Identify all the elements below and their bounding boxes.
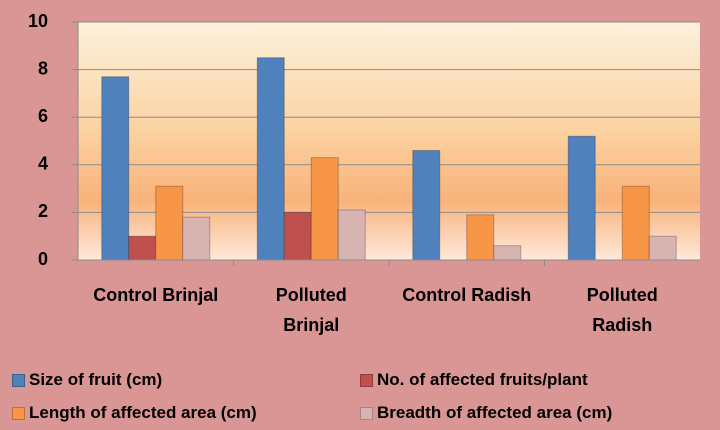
bar (155, 185, 184, 261)
bar (412, 150, 441, 261)
bar (493, 245, 522, 261)
legend-item: Breadth of affected area (cm) (360, 403, 612, 423)
bar (310, 157, 339, 261)
legend-swatch (360, 373, 373, 387)
y-tick-label: 2 (38, 201, 48, 221)
y-tick-label: 6 (38, 106, 48, 126)
legend-label: No. of affected fruits/plant (377, 370, 588, 389)
bar (567, 135, 596, 261)
x-tick-label: Polluted Brinjal (275, 285, 347, 335)
bar (466, 214, 495, 261)
bar (101, 76, 130, 261)
legend-item: Length of affected area (cm) (12, 403, 257, 423)
legend-item: No. of affected fruits/plant (360, 370, 588, 390)
y-tick-label: 8 (38, 58, 48, 78)
bar (256, 57, 285, 261)
legend-swatch (360, 406, 373, 420)
legend-swatch (12, 373, 25, 387)
bar (182, 216, 211, 261)
legend-label: Length of affected area (cm) (29, 403, 257, 422)
bar (128, 235, 157, 261)
legend-label: Breadth of affected area (cm) (377, 403, 613, 422)
x-tick-label: Control Radish (402, 285, 532, 305)
y-tick-label: 4 (38, 154, 48, 174)
bar (283, 211, 312, 261)
bar (621, 185, 650, 261)
bar (648, 235, 677, 261)
y-tick-label: 10 (28, 11, 48, 31)
legend-item: Size of fruit (cm) (12, 370, 162, 390)
x-tick-label: Polluted Radish (586, 285, 658, 335)
legend-label: Size of fruit (cm) (29, 370, 163, 389)
legend-swatch (12, 406, 25, 420)
bar (337, 209, 366, 261)
y-tick-label: 0 (38, 249, 48, 269)
x-tick-label: Control Brinjal (93, 285, 219, 305)
